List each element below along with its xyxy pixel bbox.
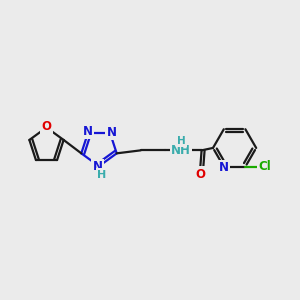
Text: N: N [219,161,229,174]
Text: O: O [41,120,52,134]
Text: NH: NH [171,144,191,157]
Text: Cl: Cl [258,160,271,173]
Text: N: N [92,160,103,173]
Text: N: N [83,125,93,138]
Text: O: O [195,167,205,181]
Text: N: N [106,126,116,139]
Text: H: H [177,136,186,146]
Text: H: H [98,169,106,180]
